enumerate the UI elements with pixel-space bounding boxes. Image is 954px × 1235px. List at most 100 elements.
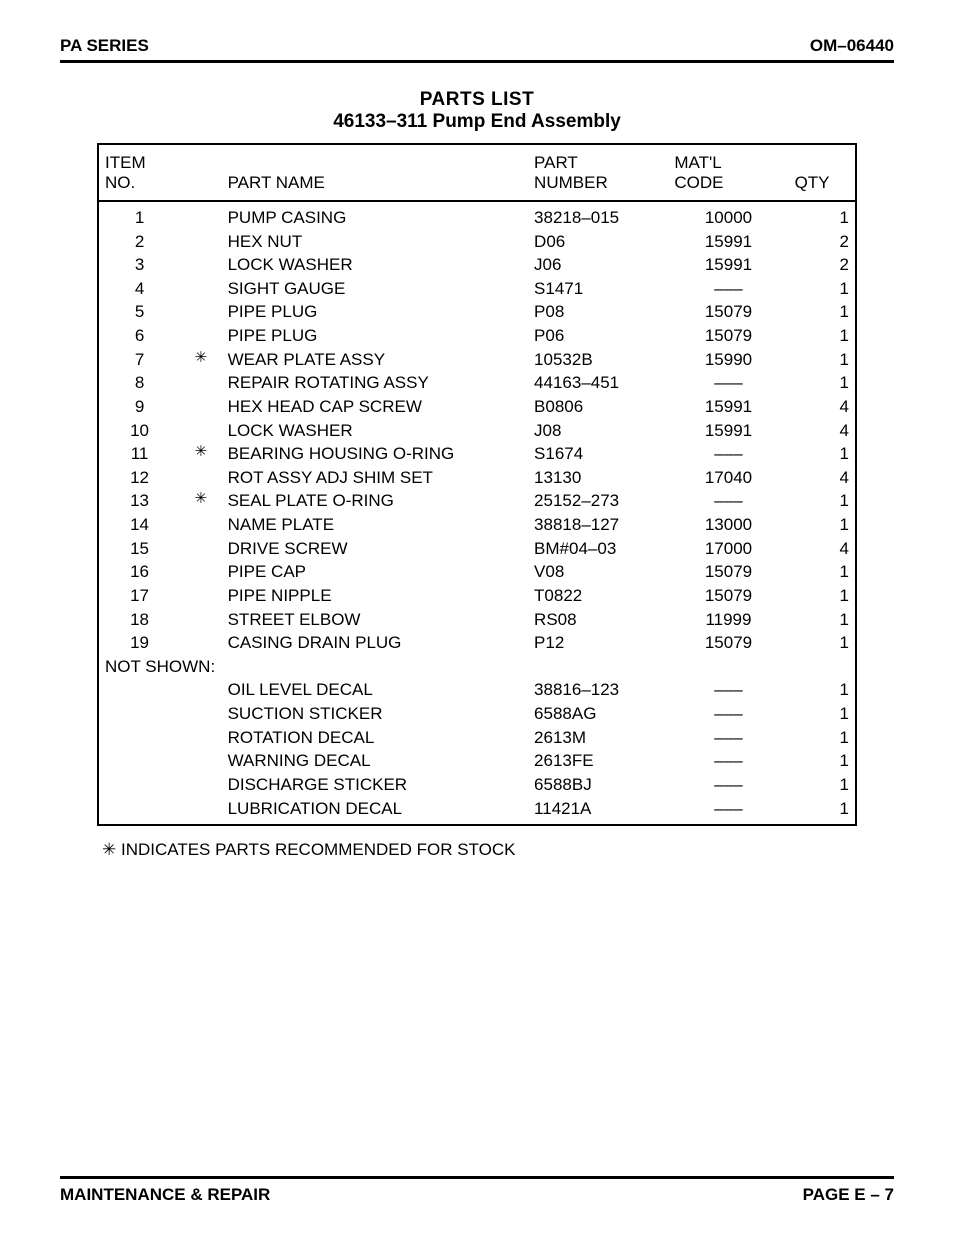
cell-name: HEX HEAD CAP SCREW (222, 395, 528, 419)
col-item-header: ITEM NO. (98, 144, 180, 201)
cell-name: PUMP CASING (222, 206, 528, 230)
cell-part: RS08 (528, 607, 668, 631)
parts-body: 1PUMP CASING38218–0151000012HEX NUTD0615… (98, 201, 856, 825)
page: PA SERIES OM–06440 PARTS LIST 46133–311 … (0, 0, 954, 1235)
cell-star (180, 395, 221, 419)
cell-item: 2 (98, 229, 180, 253)
footer-line: MAINTENANCE & REPAIR PAGE E – 7 (60, 1179, 894, 1205)
cell-qty: 1 (789, 489, 856, 513)
cell-matl: 15990 (668, 348, 788, 372)
col-part-header: PART NUMBER (528, 144, 668, 201)
cell-star: ✳ (180, 348, 221, 372)
cell-matl: 15991 (668, 229, 788, 253)
table-row: 9HEX HEAD CAP SCREWB0806159914 (98, 395, 856, 419)
cell-part: 38816–123 (528, 678, 668, 702)
table-row: 2HEX NUTD06159912 (98, 229, 856, 253)
cell-name: STREET ELBOW (222, 607, 528, 631)
title-main: PARTS LIST (60, 89, 894, 111)
cell-qty: 1 (789, 702, 856, 726)
page-header: PA SERIES OM–06440 (60, 36, 894, 60)
cell-item (98, 702, 180, 726)
cell-star (180, 726, 221, 750)
cell-matl: ––– (668, 726, 788, 750)
cell-item (98, 773, 180, 797)
cell-matl: ––– (668, 773, 788, 797)
cell-matl: ––– (668, 702, 788, 726)
table-row: 11✳BEARING HOUSING O-RINGS1674–––1 (98, 442, 856, 466)
col-part-l1: PART (534, 153, 578, 172)
header-left: PA SERIES (60, 36, 149, 56)
cell-part: 2613M (528, 726, 668, 750)
cell-name: DRIVE SCREW (222, 537, 528, 561)
col-matl-l1: MAT'L (674, 153, 721, 172)
cell-star: ✳ (180, 442, 221, 466)
cell-matl: 15079 (668, 631, 788, 655)
cell-name: WARNING DECAL (222, 749, 528, 773)
cell-name: SUCTION STICKER (222, 702, 528, 726)
cell-matl: 17000 (668, 537, 788, 561)
cell-part: S1674 (528, 442, 668, 466)
cell-star (180, 702, 221, 726)
cell-part: BM#04–03 (528, 537, 668, 561)
cell-item: 17 (98, 584, 180, 608)
cell-qty: 1 (789, 277, 856, 301)
cell-matl: 15991 (668, 418, 788, 442)
cell-matl: 11999 (668, 607, 788, 631)
cell-item (98, 678, 180, 702)
cell-name: DISCHARGE STICKER (222, 773, 528, 797)
cell-matl: 13000 (668, 513, 788, 537)
title-sub: 46133–311 Pump End Assembly (60, 111, 894, 133)
cell-name: LUBRICATION DECAL (222, 796, 528, 820)
cell-name: SEAL PLATE O-RING (222, 489, 528, 513)
not-shown-label: NOT SHOWN: (98, 655, 856, 679)
cell-qty: 4 (789, 395, 856, 419)
table-row: 13✳SEAL PLATE O-RING25152–273–––1 (98, 489, 856, 513)
table-row: DISCHARGE STICKER6588BJ–––1 (98, 773, 856, 797)
cell-name: PIPE NIPPLE (222, 584, 528, 608)
cell-part: 44163–451 (528, 371, 668, 395)
cell-qty: 1 (789, 442, 856, 466)
cell-qty: 1 (789, 726, 856, 750)
cell-star (180, 277, 221, 301)
cell-matl: 15991 (668, 395, 788, 419)
cell-qty: 2 (789, 229, 856, 253)
cell-matl: 10000 (668, 206, 788, 230)
table-row: 18STREET ELBOWRS08119991 (98, 607, 856, 631)
cell-matl: 15079 (668, 324, 788, 348)
cell-qty: 1 (789, 631, 856, 655)
table-row: 15DRIVE SCREWBM#04–03170004 (98, 537, 856, 561)
cell-matl: ––– (668, 442, 788, 466)
parts-table: ITEM NO. PART NAME PART NUMBER MAT'L COD… (97, 143, 857, 826)
cell-name: ROTATION DECAL (222, 726, 528, 750)
cell-part: 38218–015 (528, 206, 668, 230)
cell-part: 2613FE (528, 749, 668, 773)
cell-qty: 1 (789, 206, 856, 230)
cell-part: P08 (528, 300, 668, 324)
cell-item (98, 749, 180, 773)
stock-footnote: ✳ INDICATES PARTS RECOMMENDED FOR STOCK (102, 840, 894, 860)
header-rule (60, 60, 894, 63)
cell-item: 13 (98, 489, 180, 513)
cell-star (180, 773, 221, 797)
cell-qty: 1 (789, 796, 856, 820)
cell-name: LOCK WASHER (222, 253, 528, 277)
table-row: 7✳WEAR PLATE ASSY10532B159901 (98, 348, 856, 372)
table-row: 5PIPE PLUGP08150791 (98, 300, 856, 324)
col-qty-header: QTY (789, 144, 856, 201)
table-row: 17PIPE NIPPLET0822150791 (98, 584, 856, 608)
cell-star (180, 796, 221, 820)
cell-qty: 1 (789, 607, 856, 631)
cell-star (180, 749, 221, 773)
cell-part: 10532B (528, 348, 668, 372)
cell-star (180, 537, 221, 561)
cell-part: 25152–273 (528, 489, 668, 513)
cell-name: BEARING HOUSING O-RING (222, 442, 528, 466)
cell-name: NAME PLATE (222, 513, 528, 537)
cell-item (98, 796, 180, 820)
cell-part: B0806 (528, 395, 668, 419)
cell-part: J06 (528, 253, 668, 277)
cell-name: CASING DRAIN PLUG (222, 631, 528, 655)
table-row: 19CASING DRAIN PLUGP12150791 (98, 631, 856, 655)
cell-matl: ––– (668, 489, 788, 513)
cell-matl: 15079 (668, 560, 788, 584)
